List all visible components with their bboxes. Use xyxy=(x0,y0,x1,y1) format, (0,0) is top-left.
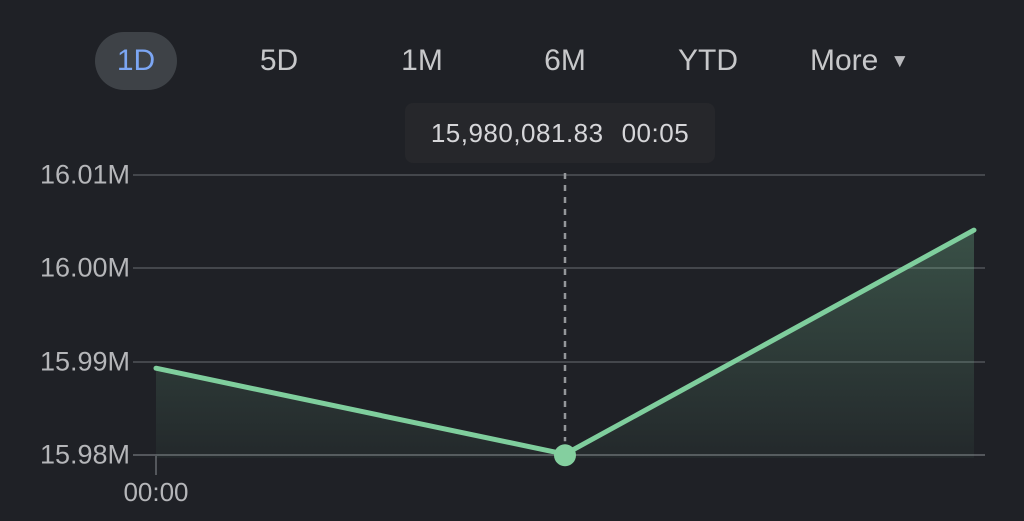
tab-5d-label: 5D xyxy=(259,44,299,77)
tooltip-value: 15,980,081.83 xyxy=(430,117,604,148)
tab-1d-label: 1D xyxy=(116,44,156,77)
range-tabbar: 1D 5D 1M 6M YTD More ▼ xyxy=(95,32,909,90)
tab-6m-label: 6M xyxy=(544,44,586,77)
tab-ytd[interactable]: YTD xyxy=(667,32,749,90)
y-axis-label: 16.01M xyxy=(39,159,130,190)
x-axis-label: 00:00 xyxy=(123,477,189,507)
y-axis-label: 15.98M xyxy=(39,439,130,470)
tab-5d[interactable]: 5D xyxy=(238,32,320,90)
series-layer xyxy=(153,173,977,467)
y-axis-label: 15.99M xyxy=(39,346,130,377)
chevron-down-icon: ▼ xyxy=(890,50,910,72)
tab-6m[interactable]: 6M xyxy=(524,32,606,90)
tab-1m-label: 1M xyxy=(401,44,443,77)
tab-ytd-label: YTD xyxy=(678,44,738,77)
tab-more-label: More xyxy=(810,44,879,77)
area-fill xyxy=(156,230,974,458)
tab-1m[interactable]: 1M xyxy=(381,32,463,90)
tab-1d[interactable]: 1D xyxy=(95,32,177,90)
tab-more[interactable]: More ▼ xyxy=(810,32,909,90)
crosshair-tooltip: 15,980,081.83 00:05 xyxy=(405,103,715,163)
highlighted-point-dot[interactable] xyxy=(554,444,576,467)
tooltip-time: 00:05 xyxy=(621,117,690,148)
y-axis-label: 16.00M xyxy=(39,252,130,283)
